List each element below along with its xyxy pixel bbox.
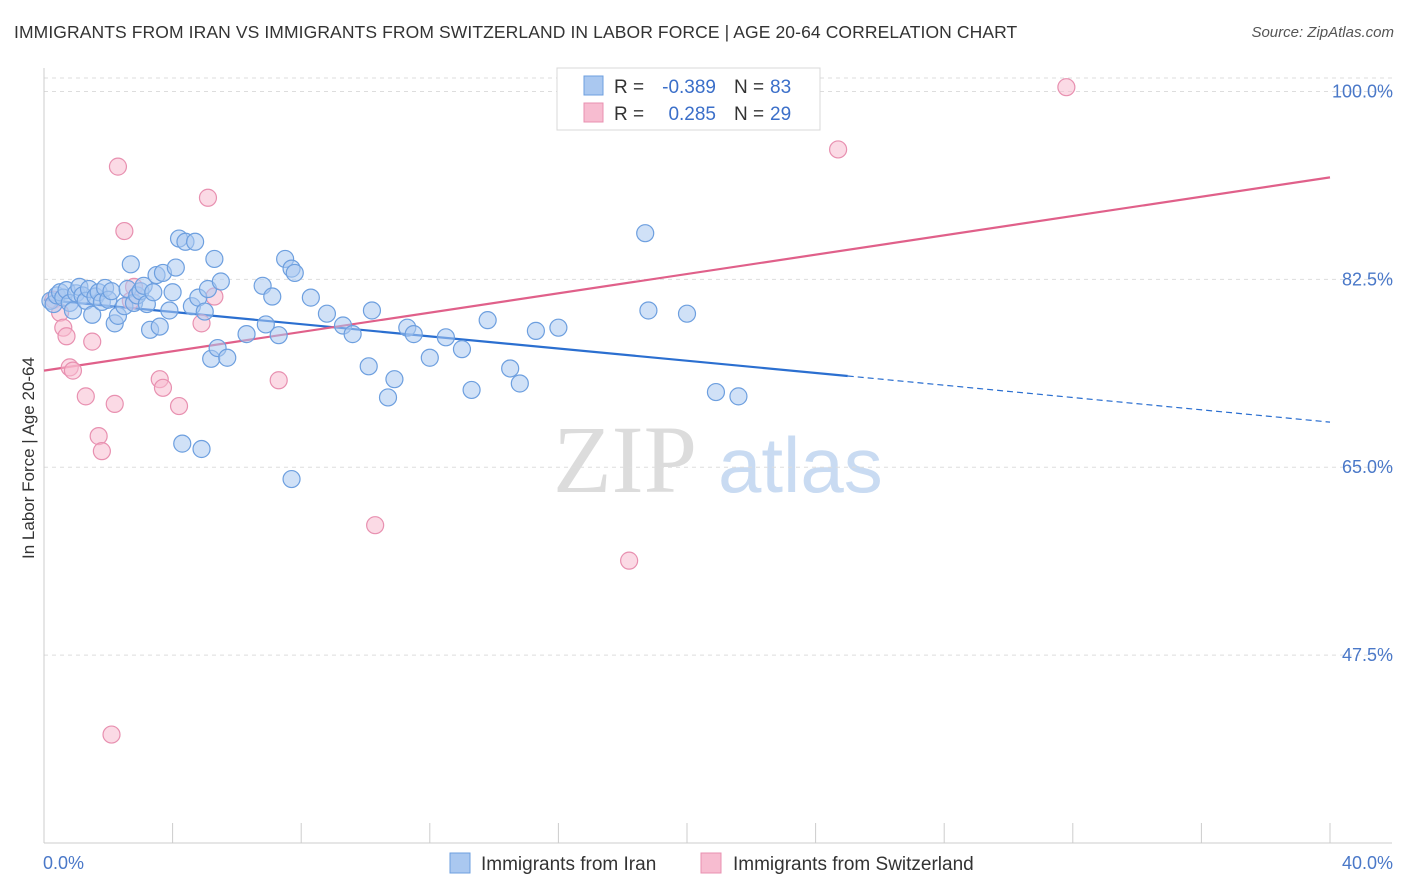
legend-iran-r-value: -0.389 [662,77,716,98]
legend-iran-n-label: N = [734,77,764,98]
iran-point-55 [263,287,282,306]
trend-lines [43,176,1331,423]
legend-switzerland-r-label: R = [614,104,644,125]
iran-point-45 [195,302,214,321]
iran-point-83 [706,382,726,402]
iran-point-82 [677,304,697,323]
switzerland-point-9 [92,442,111,461]
iran-point-79 [549,318,568,337]
series-legend-iran-label: Immigrants from Iran [481,854,656,875]
iran-point-42 [186,232,205,251]
iran-point-56 [269,326,288,345]
y-tick-label-3: 100.0% [1332,81,1393,101]
legend-switzerland-r-value: 0.285 [668,104,716,125]
switzerland-point-8 [89,427,108,446]
legend-switzerland-swatch [583,102,604,123]
iran-point-64 [343,325,362,344]
iran-point-70 [404,325,423,344]
iran-point-50 [211,272,230,291]
iran-point-68 [385,370,404,389]
iran-point-37 [166,258,185,277]
stats-legend: R = -0.389 N = 83 R = 0.285 N = 29 [556,67,821,131]
iran-point-19 [102,282,121,301]
switzerland-point-26 [1057,78,1076,97]
watermark: ZIP atlas [553,406,883,513]
legend-iran-n-value: 83 [770,77,791,98]
switzerland-point-19 [198,188,218,207]
switzerland-point-22 [366,516,385,535]
switzerland-point-16 [153,378,173,397]
iran-point-48 [205,249,224,269]
iran-point-65 [359,357,378,376]
iran-points [41,224,748,489]
switzerland-point-25 [829,140,848,159]
iran-point-36 [163,283,182,302]
iran-point-74 [462,380,481,400]
series-legend-switzerland-swatch [700,852,722,874]
iran-point-7 [63,301,83,320]
switzerland-point-7 [83,332,102,351]
iran-point-84 [729,387,748,406]
legend-switzerland-n-label: N = [734,104,764,125]
iran-point-73 [452,340,472,359]
legend-iran-r-label: R = [614,77,644,98]
series-legend: Immigrants from Iran Immigrants from Swi… [449,852,974,875]
iran-point-24 [121,255,140,274]
y-tick-label-1: 65.0% [1342,457,1393,477]
iran-point-76 [501,359,520,378]
iran-point-71 [420,348,439,367]
y-tick-label-0: 47.5% [1342,645,1393,665]
iran-point-52 [237,325,256,344]
series-legend-iran-swatch [449,852,471,874]
legend-iran-swatch [583,75,604,96]
iran-point-60 [282,469,301,489]
iran-point-77 [510,374,529,393]
axes [43,68,1392,844]
watermark-atlas: atlas [718,421,883,509]
switzerland-point-17 [169,396,189,416]
y-tick-label-2: 82.5% [1342,269,1393,289]
iran-point-66 [362,301,382,320]
x-tick-min: 0.0% [43,853,84,873]
iran-point-61 [301,288,320,307]
switzerland-point-6 [76,387,95,406]
switzerland-trend-line [43,176,1331,372]
switzerland-point-23 [620,551,639,570]
y-axis-label: In Labor Force | Age 20-64 [19,357,38,559]
grid-lines [44,77,1392,656]
chart-title: IMMIGRANTS FROM IRAN VS IMMIGRANTS FROM … [14,22,1018,42]
switzerland-point-10 [105,394,124,413]
iran-point-54 [256,315,275,334]
iran-point-81 [639,301,658,320]
watermark-zip: ZIP [553,406,697,513]
iran-point-31 [144,283,163,302]
iran-point-51 [218,348,237,367]
source-label: Source: ZipAtlas.com [1251,24,1394,41]
iran-trend-line-extension [847,375,1331,423]
switzerland-point-21 [269,371,288,390]
legend-switzerland-n-value: 29 [770,104,791,125]
iran-point-75 [478,311,497,330]
switzerland-point-11 [108,157,128,176]
iran-point-80 [636,224,655,243]
iran-point-72 [436,328,455,347]
iran-point-44 [192,439,211,459]
iran-point-67 [378,388,398,407]
iran-point-62 [317,304,337,323]
iran-point-33 [150,317,169,336]
iran-point-39 [173,434,192,453]
series-legend-switzerland-label: Immigrants from Switzerland [733,854,974,875]
switzerland-point-24 [102,725,121,744]
switzerland-point-12 [115,221,134,241]
y-tick-labels: 47.5% 65.0% 82.5% 100.0% [1332,81,1393,665]
x-tick-max: 40.0% [1342,853,1393,873]
iran-point-35 [160,301,179,320]
switzerland-point-3 [57,327,76,346]
iran-point-13 [83,305,102,324]
iran-point-78 [526,321,545,340]
switzerland-point-5 [63,361,83,380]
iran-point-59 [285,263,304,283]
